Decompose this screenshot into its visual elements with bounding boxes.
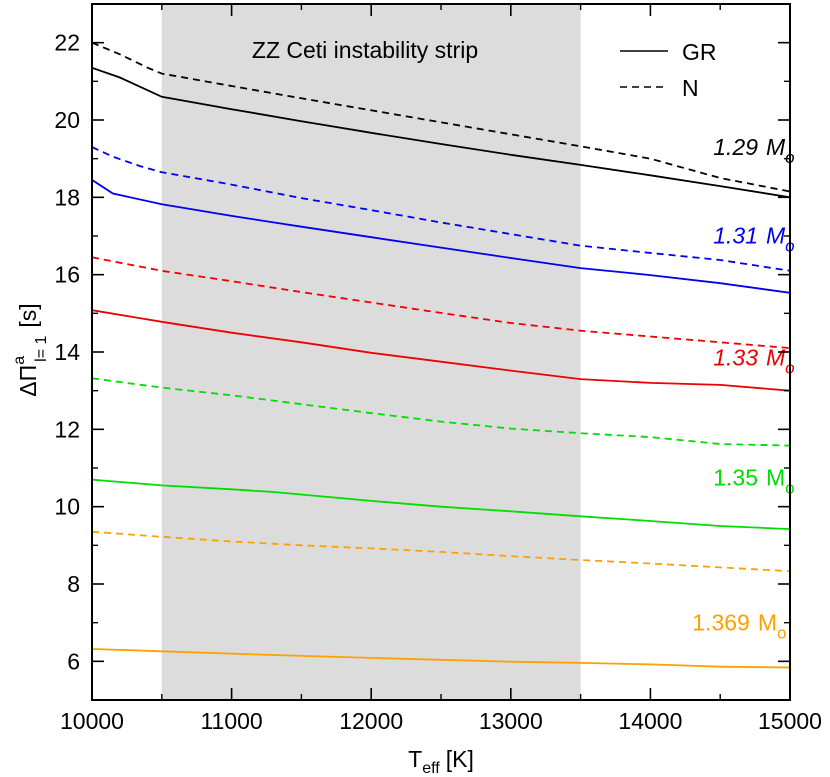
- mass-unit: M: [766, 134, 786, 160]
- mass-labels: 1.29 Mo1.31 Mo1.33 Mo1.35 Mo1.369 Mo: [692, 134, 794, 643]
- y-axis-main: ΔΠ: [15, 365, 41, 397]
- x-tick-label: 13000: [479, 708, 543, 734]
- x-axis-subscript: eff: [422, 760, 440, 777]
- x-tick-label: 15000: [758, 708, 822, 734]
- series-1.29-n: [92, 41, 790, 193]
- mass-unit: M: [766, 345, 786, 371]
- legend: GR N: [620, 39, 717, 101]
- y-axis-title: ΔΠa l= 1 [s]: [11, 303, 50, 396]
- mass-value: 1.29: [713, 134, 758, 160]
- mass-unit: M: [766, 223, 786, 249]
- y-axis-superscript: a: [11, 356, 28, 365]
- mass-value: 1.31: [713, 223, 758, 249]
- series-1.35-n: [92, 377, 790, 447]
- x-axis-unit: [K]: [446, 746, 474, 772]
- legend-label-n: N: [682, 75, 699, 101]
- y-tick-label: 8: [67, 571, 80, 597]
- legend-label-gr: GR: [682, 39, 717, 65]
- x-tick-label: 10000: [60, 708, 124, 734]
- y-tick-label: 18: [54, 184, 80, 210]
- mass-label-1.29: 1.29 Mo: [713, 134, 794, 167]
- series-1.35-gr: [92, 478, 790, 530]
- instability-strip-label: ZZ Ceti instability strip: [252, 37, 478, 63]
- mass-value: 1.369: [692, 609, 750, 635]
- series-1.369-gr: [92, 648, 790, 669]
- x-tick-label: 11000: [200, 708, 262, 734]
- y-tick-label: 16: [54, 262, 80, 288]
- y-tick-label: 14: [54, 339, 80, 365]
- series-layer: [92, 41, 790, 669]
- y-tick-label: 12: [54, 416, 80, 442]
- y-tick-label: 10: [54, 494, 80, 520]
- x-axis-main: T: [408, 746, 422, 772]
- series-1.31-gr: [92, 179, 790, 294]
- x-axis-title: Teff [K]: [408, 746, 474, 777]
- series-1.31-n: [92, 146, 790, 272]
- mass-unit: M: [758, 609, 777, 635]
- plot-frame: [91, 3, 791, 701]
- y-axis-subscript: l= 1: [33, 335, 50, 361]
- series-1.29-gr: [92, 66, 790, 199]
- y-tick-label: 6: [67, 648, 80, 674]
- series-1.33-gr: [92, 309, 790, 392]
- y-tick-label: 20: [54, 107, 80, 133]
- x-tick-label: 12000: [339, 708, 403, 734]
- mass-unit-subscript: o: [777, 623, 786, 642]
- mass-label-1.369: 1.369 Mo: [692, 609, 786, 642]
- x-tick-label: 14000: [618, 708, 682, 734]
- mass-value: 1.33: [713, 345, 758, 371]
- y-tick-label: 22: [54, 30, 80, 56]
- mass-unit: M: [766, 464, 785, 490]
- y-axis-unit: [s]: [15, 303, 41, 327]
- axes: 10000 11000 12000 13000 14000 15000 6 8 10 12 14 16…: [54, 3, 822, 734]
- series-1.369-n: [92, 530, 790, 573]
- series-1.33-n: [92, 256, 790, 349]
- mass-value: 1.35: [713, 464, 758, 490]
